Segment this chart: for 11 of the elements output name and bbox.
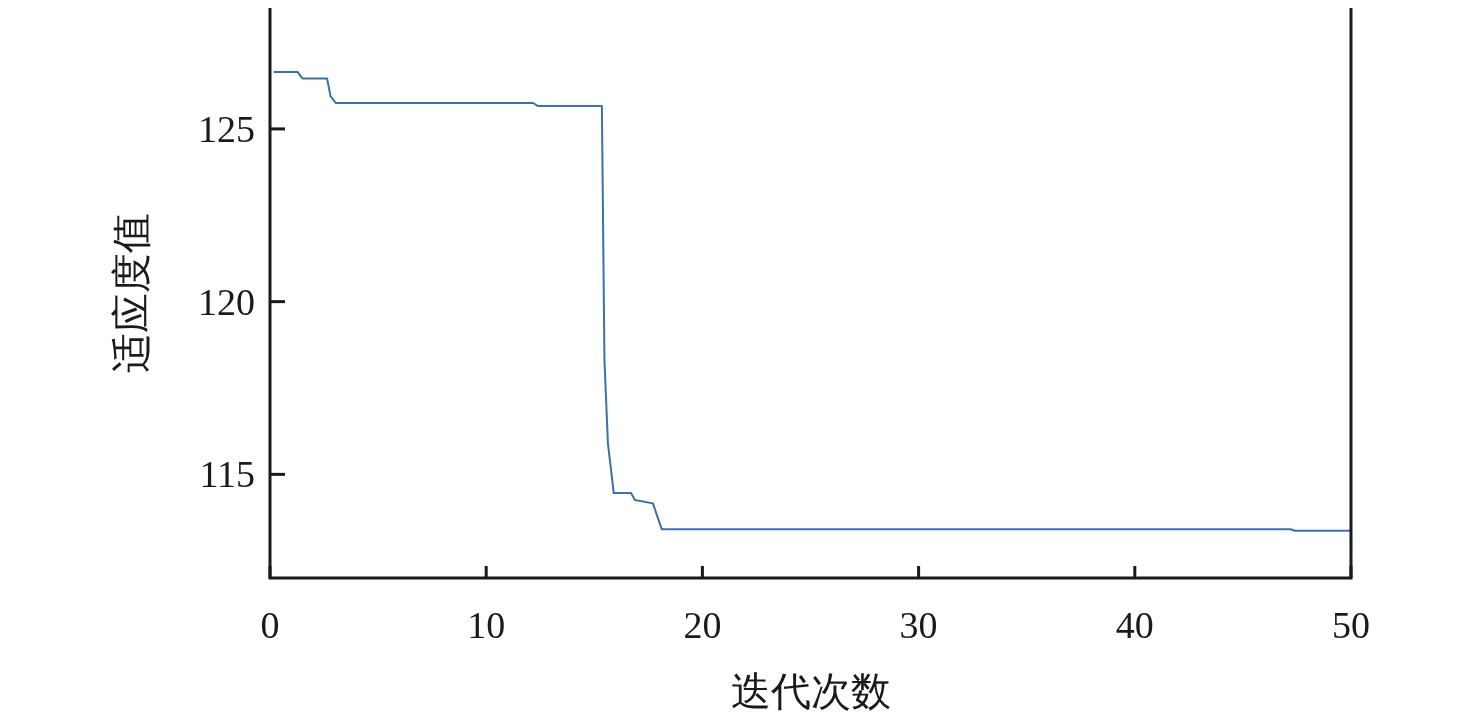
y-axis-title: 适应度值	[109, 213, 154, 373]
x-tick-label: 50	[1332, 604, 1370, 646]
y-tick-label: 120	[198, 280, 255, 323]
x-tick-label: 30	[899, 604, 938, 646]
x-tick-label: 40	[1115, 604, 1154, 646]
x-tick-label: 0	[260, 604, 280, 646]
y-tick-label: 115	[199, 453, 255, 496]
x-tick-label: 10	[467, 604, 506, 646]
x-axis-title: 迭代次数	[730, 669, 891, 714]
y-tick-label: 125	[198, 107, 255, 150]
x-tick-label: 20	[683, 604, 722, 646]
